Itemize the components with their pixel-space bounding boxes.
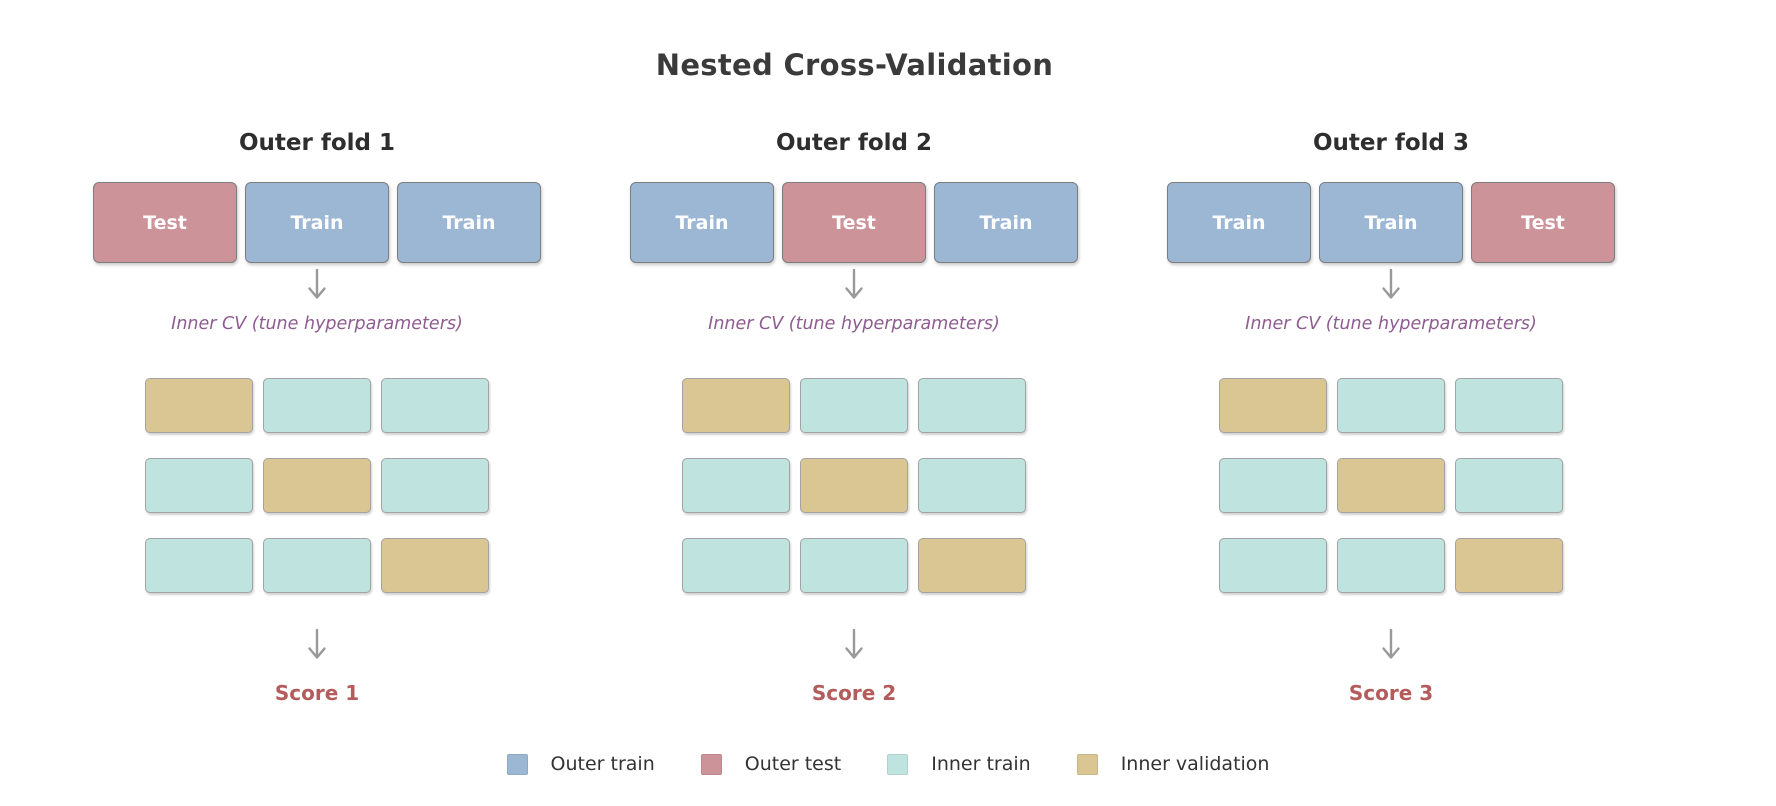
inner-train-cell <box>800 378 908 433</box>
inner-grid-row <box>682 538 1026 593</box>
outer-box-label: Train <box>290 211 344 234</box>
inner-validation-cell <box>263 458 371 513</box>
fold-title: Outer fold 3 <box>1312 130 1470 156</box>
inner-grid-row <box>1219 458 1563 513</box>
outer-box-row: Train Train Test <box>1167 182 1615 263</box>
outer-box-train: Train <box>245 182 389 263</box>
inner-validation-cell <box>145 378 253 433</box>
inner-train-swatch <box>887 753 909 775</box>
legend-item-label: Outer train <box>550 753 655 775</box>
down-arrow-icon <box>308 269 326 299</box>
inner-grid-row <box>145 378 489 433</box>
inner-train-cell <box>1455 378 1563 433</box>
inner-validation-cell <box>1337 458 1445 513</box>
inner-grid-row <box>1219 538 1563 593</box>
down-arrow-icon <box>1382 269 1400 299</box>
fold-title: Outer fold 2 <box>775 130 933 156</box>
outer-box-label: Test <box>832 211 876 234</box>
inner-train-cell <box>145 538 253 593</box>
score-label: Score 3 <box>1348 681 1434 705</box>
inner-train-cell <box>263 538 371 593</box>
outer-box-label: Train <box>442 211 496 234</box>
inner-validation-cell <box>800 458 908 513</box>
legend-item: Inner validation <box>1076 753 1270 775</box>
outer-box-train: Train <box>1319 182 1463 263</box>
score-label: Score 1 <box>274 681 360 705</box>
inner-train-cell <box>1219 538 1327 593</box>
down-arrow-icon <box>845 269 863 299</box>
inner-grid-row <box>682 378 1026 433</box>
inner-cv-grid <box>682 378 1026 593</box>
fold-columns: Outer fold 1 Test Train Train Inner CV (tu… <box>93 130 1616 705</box>
outer-box-label: Train <box>1364 211 1418 234</box>
inner-validation-cell <box>1455 538 1563 593</box>
inner-train-cell <box>381 458 489 513</box>
outer-box-train: Train <box>934 182 1078 263</box>
legend-item-label: Inner validation <box>1120 753 1270 775</box>
inner-train-cell <box>1219 458 1327 513</box>
inner-train-cell <box>918 378 1026 433</box>
inner-train-cell <box>1337 378 1445 433</box>
fold-column-3: Outer fold 3 Train Train Test Inner CV (tu… <box>1167 130 1615 705</box>
outer-box-label: Train <box>979 211 1033 234</box>
inner-cv-label: Inner CV (tune hyperparameters) <box>171 314 463 334</box>
score-label: Score 2 <box>811 681 897 705</box>
outer-box-train: Train <box>397 182 541 263</box>
inner-grid-row <box>1219 378 1563 433</box>
fold-column-2: Outer fold 2 Train Test Train Inner CV (tu… <box>630 130 1078 705</box>
down-arrow-icon <box>1382 629 1400 659</box>
outer-box-train: Train <box>630 182 774 263</box>
fold-column-1: Outer fold 1 Test Train Train Inner CV (tu… <box>93 130 541 705</box>
inner-train-cell <box>682 538 790 593</box>
outer-box-label: Test <box>1521 211 1565 234</box>
inner-validation-swatch <box>1076 753 1098 775</box>
inner-grid-row <box>682 458 1026 513</box>
fold-title: Outer fold 1 <box>238 130 396 156</box>
inner-train-cell <box>145 458 253 513</box>
outer-box-row: Test Train Train <box>93 182 541 263</box>
inner-train-cell <box>1455 458 1563 513</box>
legend-item: Outer train <box>506 753 655 775</box>
inner-validation-cell <box>381 538 489 593</box>
outer-box-label: Train <box>1212 211 1266 234</box>
inner-cv-label: Inner CV (tune hyperparameters) <box>708 314 1000 334</box>
outer-box-test: Test <box>1471 182 1615 263</box>
inner-validation-cell <box>1219 378 1327 433</box>
inner-validation-cell <box>682 378 790 433</box>
inner-train-cell <box>263 378 371 433</box>
outer-box-label: Train <box>675 211 729 234</box>
inner-grid-row <box>145 538 489 593</box>
outer-box-test: Test <box>782 182 926 263</box>
inner-train-cell <box>1337 538 1445 593</box>
legend: Outer train Outer test Inner train Inner va… <box>0 753 1776 775</box>
inner-train-cell <box>918 458 1026 513</box>
legend-item-label: Outer test <box>744 753 842 775</box>
page-title: Nested Cross-Validation <box>655 48 1054 82</box>
inner-cv-label: Inner CV (tune hyperparameters) <box>1245 314 1537 334</box>
inner-train-cell <box>381 378 489 433</box>
outer-box-train: Train <box>1167 182 1311 263</box>
inner-train-cell <box>682 458 790 513</box>
outer-test-swatch <box>700 753 722 775</box>
inner-cv-grid <box>1219 378 1563 593</box>
outer-train-swatch <box>506 753 528 775</box>
down-arrow-icon <box>308 629 326 659</box>
legend-item: Inner train <box>887 753 1031 775</box>
inner-train-cell <box>800 538 908 593</box>
legend-item-label: Inner train <box>931 753 1031 775</box>
legend-item: Outer test <box>700 753 842 775</box>
inner-validation-cell <box>918 538 1026 593</box>
outer-box-label: Test <box>143 211 187 234</box>
outer-box-test: Test <box>93 182 237 263</box>
inner-cv-grid <box>145 378 489 593</box>
down-arrow-icon <box>845 629 863 659</box>
outer-box-row: Train Test Train <box>630 182 1078 263</box>
inner-grid-row <box>145 458 489 513</box>
